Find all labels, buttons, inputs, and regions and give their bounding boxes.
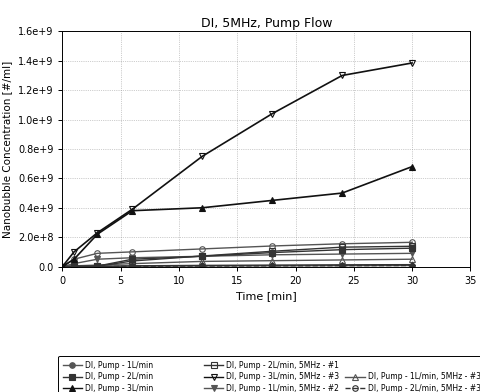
Legend: DI, Pump - 1L/min, DI, Pump - 2L/min, DI, Pump - 3L/min, DI, Pump - 1L/min, 5MHz: DI, Pump - 1L/min, DI, Pump - 2L/min, DI…: [59, 356, 480, 392]
Y-axis label: Nanobubble Concentration [#/ml]: Nanobubble Concentration [#/ml]: [2, 60, 12, 238]
Title: DI, 5MHz, Pump Flow: DI, 5MHz, Pump Flow: [201, 17, 332, 30]
X-axis label: Time [min]: Time [min]: [236, 291, 297, 301]
